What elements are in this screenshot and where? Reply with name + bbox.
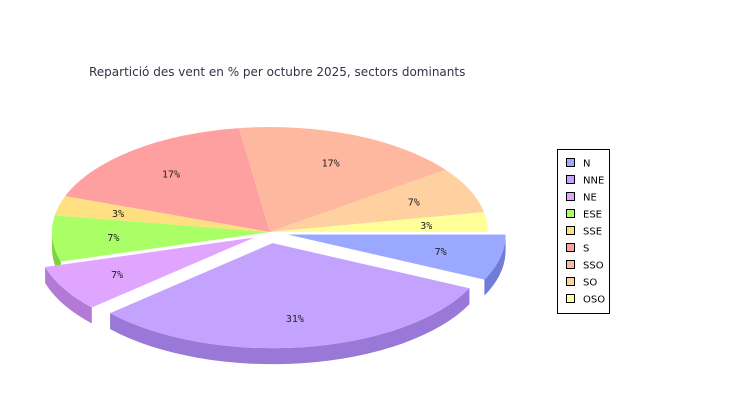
legend-swatch-ese [566,209,575,218]
slice-sse [54,196,270,232]
slice-label-sso: 17% [322,158,340,169]
slice-side-ne [45,267,92,324]
legend-label-so: SO [583,278,597,289]
legend-label-sse: SSE [583,227,602,238]
legend-swatch-s [566,243,575,252]
slice-label-s: 17% [162,169,180,180]
legend-swatch-sse [566,226,575,235]
slice-side-n [484,234,506,296]
slice-label-ese: 7% [107,233,119,244]
legend-label-n: N [583,159,590,170]
legend-swatch-n [566,158,575,167]
legend-label-s: S [583,244,589,255]
slice-nne [110,243,470,349]
slice-side-nne [110,288,470,365]
legend-swatch-oso [566,294,575,303]
legend-swatch-nne [566,175,575,184]
slice-so [270,169,485,232]
slice-label-ne: 7% [111,270,123,281]
chart-title: Repartició des vent en % per octubre 202… [89,65,465,79]
pie-labels: 7% 31% 7% 7% 3% 17% 17% 7% 3% [107,158,446,325]
legend: N NNE NE ESE SSE S SSO SO OSO [557,149,610,314]
slice-ne [45,237,255,308]
slice-oso [270,212,488,232]
legend-swatch-sso [566,260,575,269]
slice-label-sse: 3% [112,209,124,220]
slice-label-n: 7% [435,247,447,258]
legend-label-ne: NE [583,193,597,204]
legend-label-sso: SSO [583,261,604,272]
legend-label-oso: OSO [583,295,605,306]
slice-label-nne: 31% [286,314,304,325]
legend-swatch-ne [566,192,575,201]
legend-label-nne: NNE [583,176,604,187]
pie-slices [45,127,506,349]
slice-label-oso: 3% [420,221,432,232]
slice-s [65,128,271,232]
slice-sso [238,127,446,232]
slice-label-so: 7% [408,198,420,209]
legend-label-ese: ESE [583,210,602,221]
slice-n [287,234,506,280]
slice-ese [51,215,270,262]
legend-swatch-so [566,277,575,286]
